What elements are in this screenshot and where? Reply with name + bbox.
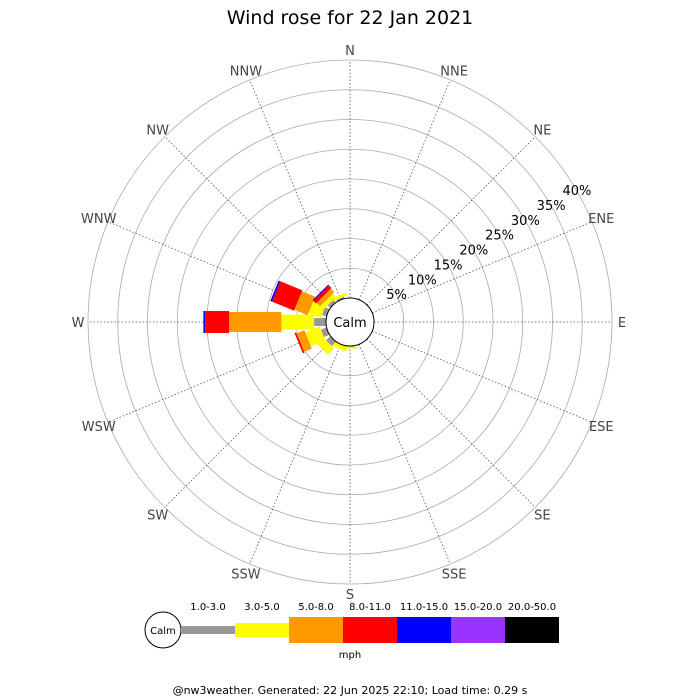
legend-label-15.0-20.0: 15.0-20.0 [454,602,502,613]
direction-label-se: SE [534,508,550,523]
bar-segment-sw-1.0-3.0 [325,336,336,347]
spoke-nne [358,79,451,300]
bar-nnw [332,292,348,302]
radial-tick-label: 25% [485,229,514,244]
bar-segment-ssw-3.0-5.0 [332,341,348,352]
radial-tick-label: 40% [562,184,591,199]
bar-segment-nnw-1.0-3.0 [336,296,345,302]
radial-tick-label: 10% [408,273,437,288]
spoke-sse [358,344,451,565]
legend-swatch-20.0-50.0 [505,617,559,643]
direction-label-nnw: NNW [230,65,262,80]
grid-ring-35 [117,89,583,555]
direction-label-nne: NNE [440,65,468,80]
bar-w [203,311,327,333]
direction-label-ese: ESE [589,420,614,435]
direction-labels: N NNE NE ENE E ESE SE SSE S SSW SW WSW W WNW NW NNW [72,44,627,603]
bar-segment-wsw-3.0-5.0 [305,326,326,347]
direction-label-wsw: WSW [82,420,116,435]
bar-wnw [270,280,330,318]
spoke-nw [164,136,334,306]
direction-label-n: N [345,44,355,59]
spoke-sw [164,338,334,508]
spoke-wsw [107,330,328,423]
bar-segment-wsw-8.0-11.0 [294,332,305,354]
bar-segment-w-1.0-3.0 [314,318,327,326]
legend-label-5.0-8.0: 5.0-8.0 [298,602,333,613]
bar-segment-nw-5.0-8.0 [316,288,335,307]
bar-segment-wsw-5.0-8.0 [296,330,312,352]
bar-ssw [332,341,348,352]
legend-swatch-11.0-15.0 [397,617,451,643]
radial-tick-labels: 5%10%15%20%25%30%35%40% [386,184,591,303]
direction-label-ne: NE [533,124,551,139]
legend-swatch-5.0-8.0 [289,617,343,643]
legend-swatch-1.0-3.0 [181,626,235,634]
radial-tick-label: 20% [459,244,488,259]
direction-label-ene: ENE [588,212,614,227]
spoke-ne [366,136,536,306]
spoke-se [366,338,536,508]
legend-unit-label: mph [339,650,361,661]
bar-segment-w-5.0-8.0 [229,312,282,332]
legend-swatch-8.0-11.0 [343,617,397,643]
bar-segment-w-3.0-5.0 [281,314,315,330]
direction-label-ssw: SSW [231,567,261,582]
direction-label-w: W [72,316,85,331]
bar-segment-w-11.0-15.0 [203,311,206,333]
radial-tick-label: 15% [434,258,463,273]
legend-swatch-15.0-20.0 [451,617,505,643]
bar-segment-w-8.0-11.0 [205,311,230,333]
bar-sw [317,336,336,355]
polar-grid [87,59,613,585]
grid-ring-25 [176,148,524,496]
legend-label-1.0-3.0: 1.0-3.0 [190,602,225,613]
bar-segment-nw-8.0-11.0 [313,285,332,304]
bar-segment-wnw-8.0-11.0 [271,281,303,311]
legend-calm-label: Calm [150,626,176,637]
legend-swatch-3.0-5.0 [235,623,289,637]
spoke-ene [372,221,593,314]
bar-segment-wnw-5.0-8.0 [294,291,316,316]
calm-circle [325,297,375,347]
speed-legend: Calm 1.0-3.0 3.0-5.0 5.0-8.0 8.0-11.0 11.0-1… [144,602,559,661]
direction-label-sse: SSE [442,567,467,582]
legend-label-8.0-11.0: 8.0-11.0 [349,602,391,613]
bar-segment-nnw-3.0-5.0 [332,292,348,302]
bar-segment-s-3.0-5.0 [342,346,358,349]
spoke-ese [372,330,593,423]
legend-label-3.0-5.0: 3.0-5.0 [244,602,279,613]
grid-ring-40 [87,59,613,585]
spoke-ssw [249,344,342,565]
radial-tick-label: 35% [537,199,566,214]
bar-nw [312,284,336,308]
bar-wsw [294,326,330,354]
bar-segment-nw-1.0-3.0 [327,299,336,308]
bar-segment-nw-3.0-5.0 [321,293,336,308]
calm-circle-group: Calm [325,297,375,347]
direction-label-wnw: WNW [81,212,117,227]
bar-segment-wnw-11.0-15.0 [270,280,281,302]
bar-segment-wnw-1.0-3.0 [321,307,330,317]
chart-title: Wind rose for 22 Jan 2021 [227,7,474,29]
bar-segment-nw-11.0-15.0 [312,284,330,302]
bar-segment-sw-3.0-5.0 [317,337,335,355]
footer-text: @nw3weather. Generated: 22 Jun 2025 22:1… [173,684,528,697]
radial-tick-label: 5% [386,288,407,303]
wind-bars [203,280,358,355]
direction-label-nw: NW [146,124,169,139]
legend-label-20.0-50.0: 20.0-50.0 [508,602,556,613]
spoke-nnw [249,79,342,300]
direction-label-sw: SW [147,508,168,523]
direction-label-s: S [346,588,354,603]
calm-label: Calm [333,316,366,331]
radial-tick-label: 30% [511,214,540,229]
legend-label-11.0-15.0: 11.0-15.0 [400,602,448,613]
direction-label-e: E [618,316,626,331]
